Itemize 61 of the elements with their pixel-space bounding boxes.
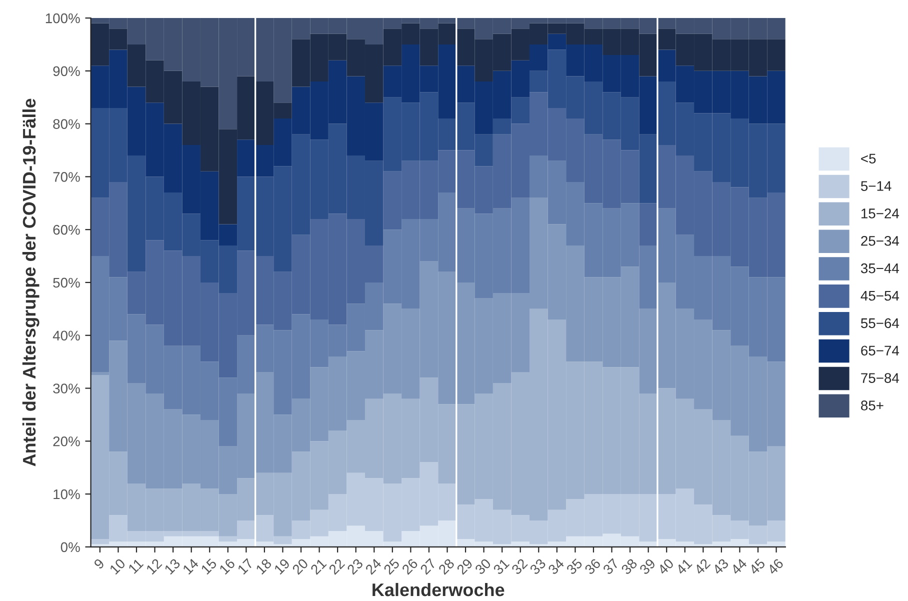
y-tick-label: 70% xyxy=(53,172,80,182)
legend-label: <5 xyxy=(861,154,876,164)
x-tick-label: 46 xyxy=(766,558,784,576)
x-tick-label: 28 xyxy=(438,558,455,575)
x-tick-label: 19 xyxy=(274,558,290,575)
x-tick-label: 37 xyxy=(602,558,620,576)
x-tick-label: 33 xyxy=(529,558,546,576)
x-tick-label: 13 xyxy=(164,558,181,575)
y-tick-label: 20% xyxy=(53,436,80,446)
legend-label: 65−74 xyxy=(861,346,900,356)
legend-label: 75−84 xyxy=(861,373,900,383)
x-tick-label: 29 xyxy=(456,558,474,575)
legend-label: 5−14 xyxy=(860,181,892,191)
y-tick-label: 100% xyxy=(46,13,80,24)
x-tick-label: 18 xyxy=(255,558,272,575)
y-tick-label: 30% xyxy=(53,384,80,394)
y-tick-label: 40% xyxy=(52,330,80,341)
x-tick-label: 41 xyxy=(675,558,692,576)
x-tick-label: 40 xyxy=(657,558,674,576)
x-tick-label: 17 xyxy=(237,558,254,575)
x-tick-label: 35 xyxy=(566,558,583,576)
y-axis-title: Anteil der Altersgruppe der COVID-19-Fälle xyxy=(22,98,40,466)
x-tick-label: 11 xyxy=(128,558,144,574)
x-tick-label: 23 xyxy=(346,558,364,575)
legend-label: 55−64 xyxy=(860,318,900,328)
legend-label: 15−24 xyxy=(861,208,900,218)
x-tick-label: 42 xyxy=(694,558,711,576)
x-tick-label: 27 xyxy=(420,558,436,575)
legend-label: 85+ xyxy=(861,400,884,410)
x-tick-label: 26 xyxy=(401,558,418,575)
x-tick-label: 9 xyxy=(93,558,105,570)
y-tick-label: 90% xyxy=(53,66,80,76)
x-tick-label: 15 xyxy=(200,558,218,575)
legend-label: 35−44 xyxy=(860,263,900,274)
legend-label: 25−34 xyxy=(861,236,900,246)
y-tick-label: 50% xyxy=(53,278,80,288)
x-tick-label: 45 xyxy=(748,558,766,576)
x-axis-title: Kalenderwoche xyxy=(372,582,504,596)
x-tick-label: 24 xyxy=(364,558,382,575)
x-tick-label: 36 xyxy=(584,558,602,576)
legend-label: 45−54 xyxy=(860,290,900,301)
y-tick-label: 0% xyxy=(60,542,80,552)
x-tick-label: 20 xyxy=(292,558,309,575)
x-tick-label: 44 xyxy=(730,558,748,576)
x-tick-label: 10 xyxy=(109,558,126,575)
x-tick-label: 25 xyxy=(383,558,400,575)
x-tick-label: 12 xyxy=(146,558,162,575)
y-tick-label: 10% xyxy=(54,489,80,500)
x-tick-label: 34 xyxy=(548,558,565,576)
x-tick-label: 39 xyxy=(638,558,656,576)
x-tick-label: 32 xyxy=(510,558,528,576)
x-tick-label: 14 xyxy=(182,558,200,575)
x-tick-label: 22 xyxy=(328,558,346,575)
x-tick-label: 43 xyxy=(712,558,730,576)
x-tick-label: 38 xyxy=(620,558,638,576)
y-tick-label: 60% xyxy=(53,224,80,235)
x-tick-label: 30 xyxy=(474,558,492,576)
x-tick-label: 21 xyxy=(310,558,327,575)
x-tick-label: 16 xyxy=(218,558,236,575)
x-tick-label: 31 xyxy=(492,558,510,576)
y-tick-label: 80% xyxy=(53,119,80,129)
